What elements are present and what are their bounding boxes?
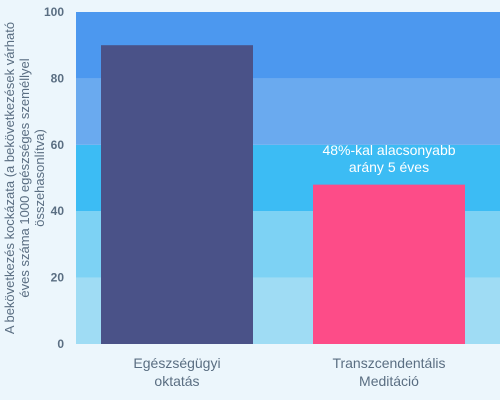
y-axis-label: A bekövetkezés kockázata (a bekövetkezés… bbox=[2, 22, 47, 334]
x-category-label: Egészségügyi oktatás bbox=[133, 355, 220, 389]
y-tick-label: 20 bbox=[51, 271, 65, 285]
bar-annotation: 48%-kal alacsonyabb arány 5 éves bbox=[322, 142, 455, 175]
y-tick-label: 40 bbox=[51, 204, 65, 218]
bar bbox=[101, 45, 253, 344]
y-tick-label: 100 bbox=[44, 5, 64, 19]
y-tick-label: 0 bbox=[57, 337, 64, 351]
x-category-label: Transzcendentális Meditáció bbox=[332, 355, 445, 389]
y-tick-label: 80 bbox=[51, 71, 65, 85]
y-tick-label: 60 bbox=[51, 138, 65, 152]
bar bbox=[313, 184, 465, 344]
